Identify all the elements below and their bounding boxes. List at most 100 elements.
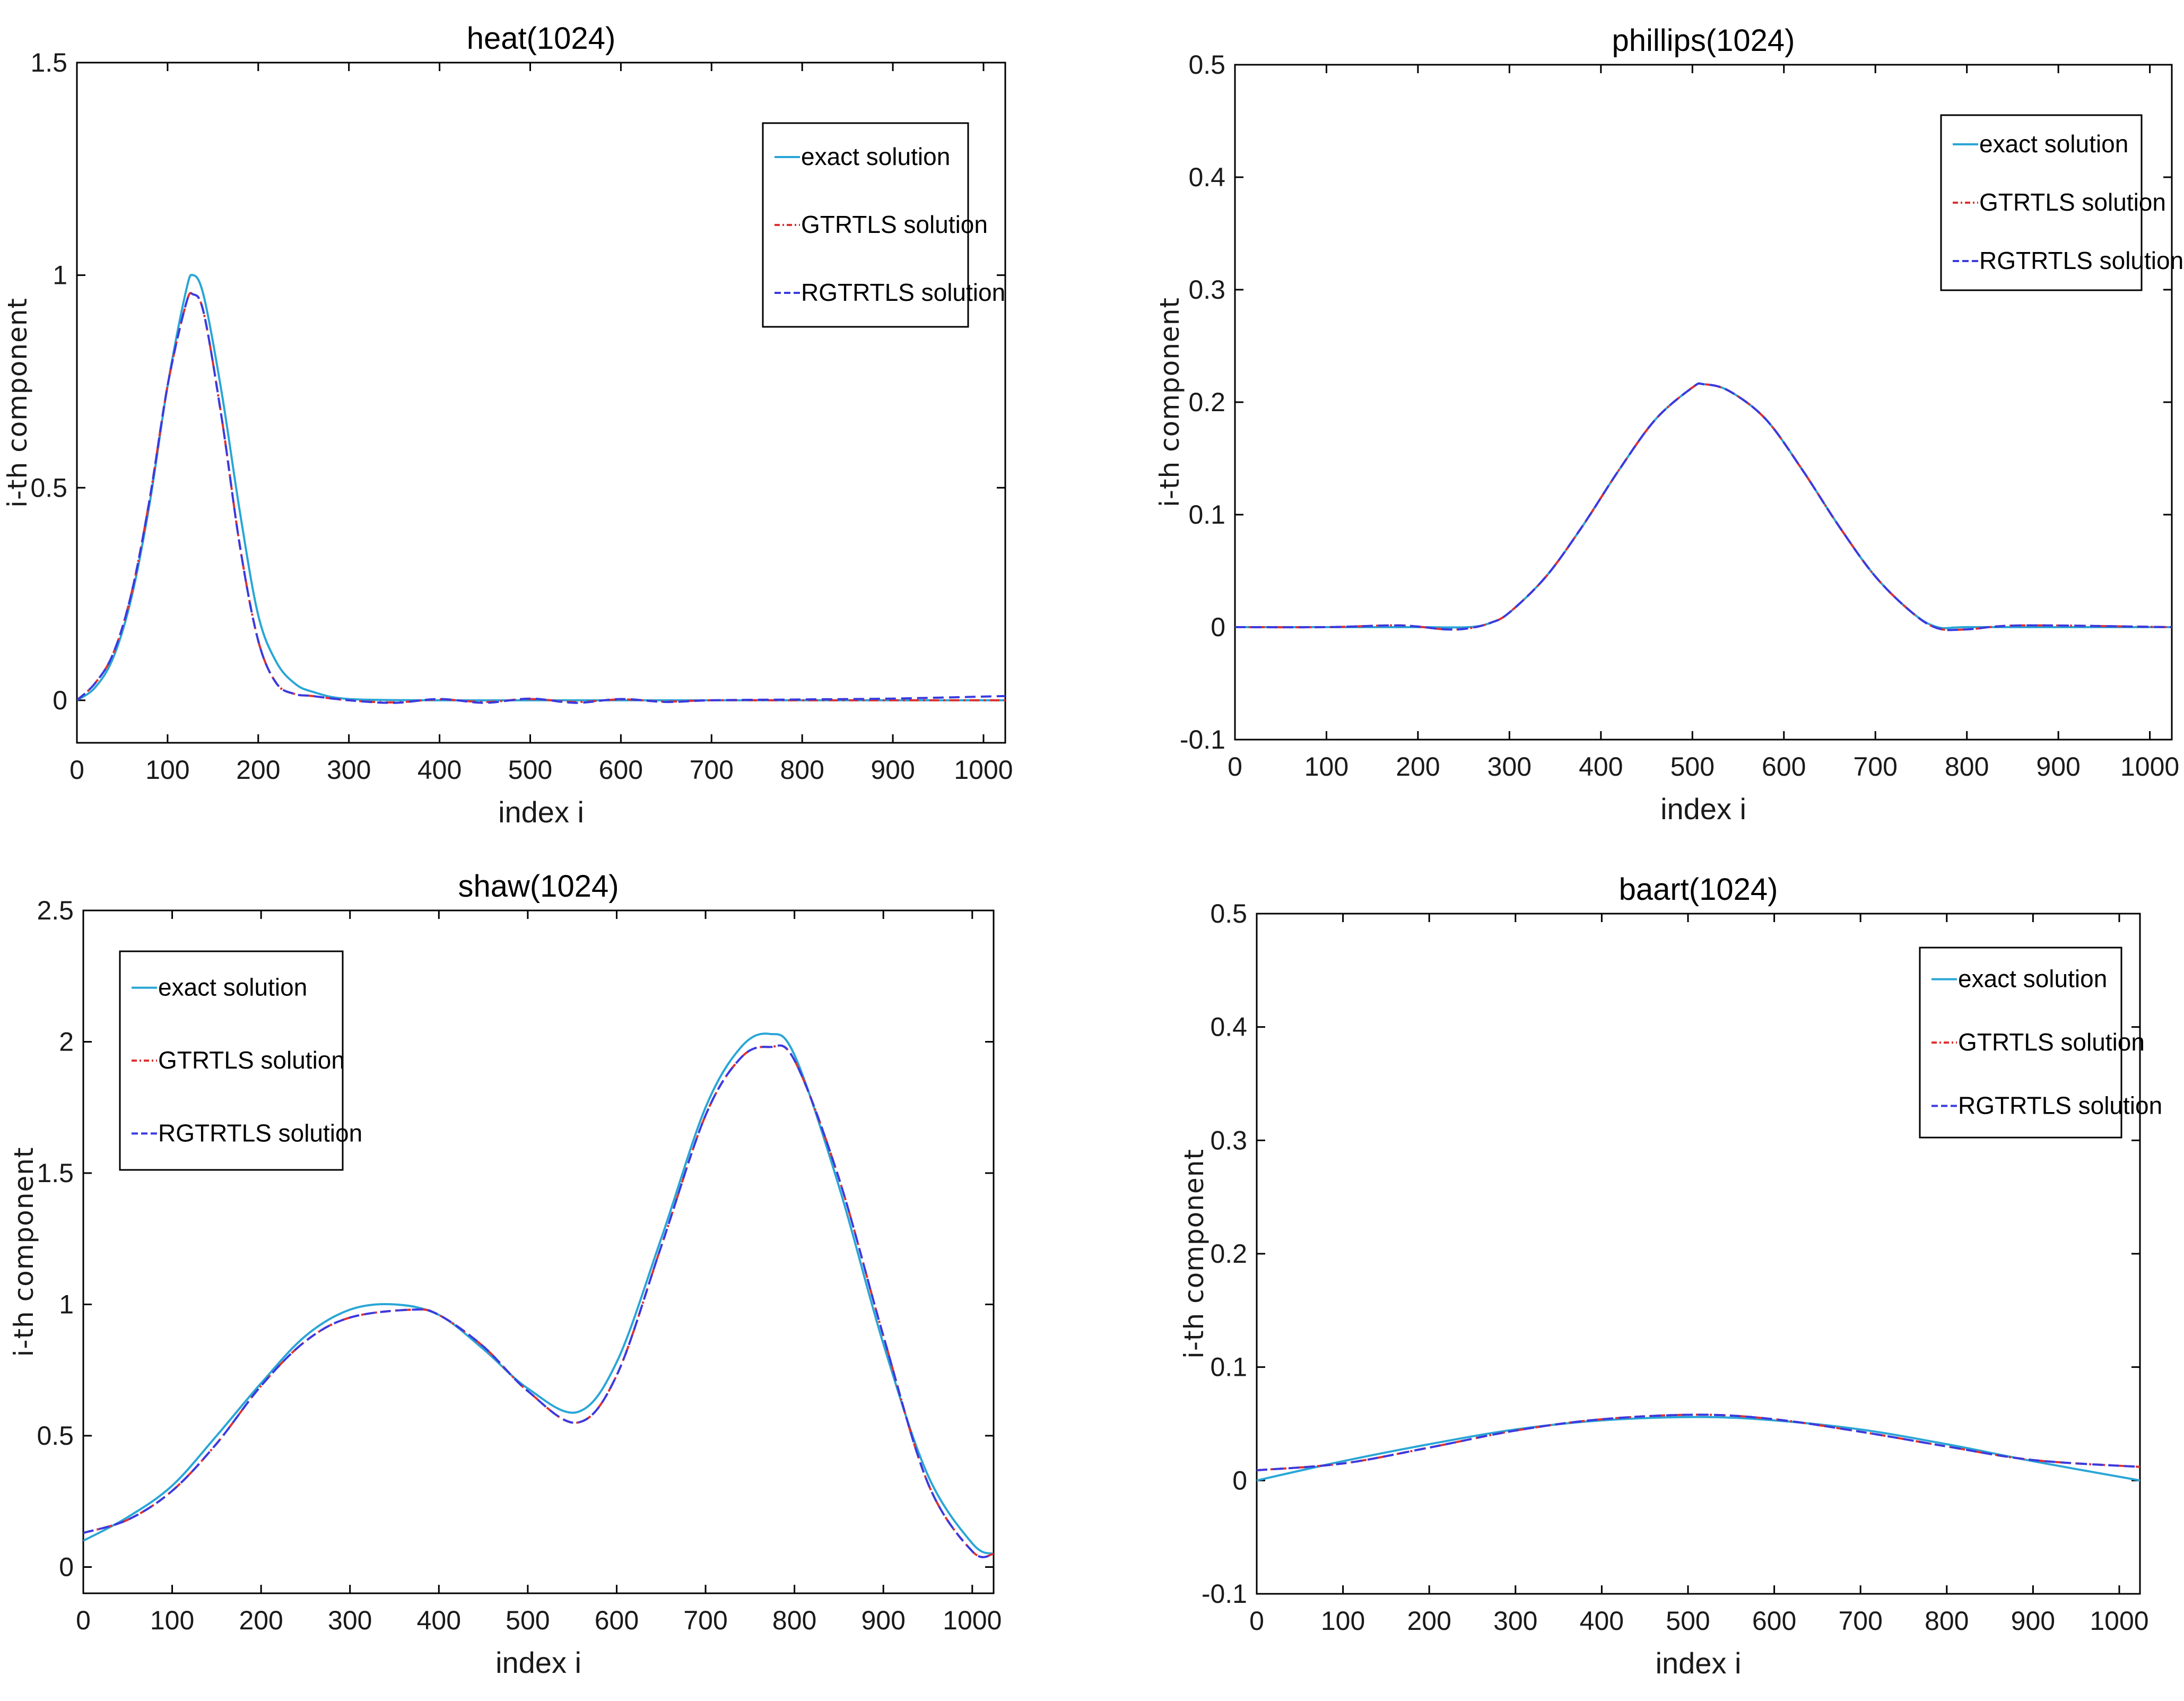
legend: exact solution GTRTLS solution RGTRTLS sol… [762, 122, 1005, 328]
legend: exact solution GTRTLS solution RGTRTLS sol… [1940, 114, 2183, 291]
y-tick-label: -0.1 [1202, 1579, 1247, 1609]
legend-label: exact solution [1958, 965, 2107, 993]
x-tick-label: 800 [780, 755, 824, 785]
x-tick-label: 700 [690, 755, 734, 785]
x-tick-label: 400 [1579, 752, 1623, 782]
x-tick-label: 900 [2036, 752, 2080, 782]
y-tick-label: 0.3 [1188, 275, 1225, 305]
plot-area-frame [76, 62, 1006, 744]
legend-label: RGTRTLS solution [801, 279, 1005, 306]
legend-label: GTRTLS solution [1958, 1028, 2145, 1056]
y-tick-label: 2 [59, 1027, 74, 1057]
x-axis-label: index i [1656, 1646, 1742, 1680]
y-tick-label: 0.1 [1210, 1352, 1247, 1382]
y-tick-label: 0.5 [30, 473, 67, 502]
y-tick-label: 0.4 [1210, 1012, 1247, 1042]
series-line-rgtrtls-solution [83, 1044, 994, 1558]
x-tick-label: 600 [595, 1605, 639, 1635]
series-line-rgtrtls-solution [1257, 1413, 2140, 1472]
y-tick-label: 2.5 [37, 896, 74, 925]
legend: exact solution GTRTLS solution RGTRTLS sol… [119, 950, 362, 1171]
chart-title: heat(1024) [467, 21, 616, 56]
x-tick-label: 200 [1396, 752, 1440, 782]
y-tick-label: 1.5 [37, 1158, 74, 1188]
x-tick-label: 900 [2011, 1606, 2055, 1636]
legend-label: RGTRTLS solution [1958, 1091, 2162, 1119]
x-tick-label: 200 [1407, 1606, 1451, 1636]
legend-label: exact solution [158, 974, 307, 1001]
x-tick-label: 300 [1487, 752, 1532, 782]
y-axis-label: i-th component [2, 298, 33, 508]
x-tick-label: 100 [145, 755, 189, 785]
y-tick-label: 0.2 [1188, 387, 1225, 417]
y-tick-label: 0.5 [1210, 899, 1247, 928]
panel-baart: 0 100 200 300 400 500 600 700 800 900 1000-0.100.1… [1179, 872, 2162, 1680]
y-tick-label: 0.5 [37, 1421, 74, 1451]
panel-phillips: 0 100 200 300 400 500 600 700 800 900 1000-0.100.1… [1154, 23, 2183, 826]
x-tick-label: 700 [1838, 1606, 1882, 1636]
y-axis-label: i-th component [1154, 297, 1185, 507]
x-tick-label: 100 [1304, 752, 1348, 782]
legend: exact solution GTRTLS solution RGTRTLS sol… [1919, 947, 2162, 1139]
y-tick-label: 1.5 [30, 48, 67, 77]
series-line-exact-solution [1257, 1416, 2140, 1482]
y-tick-label: 0 [53, 685, 67, 715]
x-tick-label: 400 [1580, 1606, 1624, 1636]
legend-label: RGTRTLS solution [158, 1119, 362, 1147]
x-tick-label: 400 [417, 1605, 461, 1635]
y-axis-label: i-th component [8, 1147, 39, 1357]
x-axis-label: index i [1660, 792, 1746, 826]
y-tick-label: 1 [59, 1290, 74, 1320]
x-tick-label: 1000 [943, 1605, 1002, 1635]
plot-area-frame [82, 909, 995, 1594]
x-tick-label: 0 [69, 755, 84, 785]
panel-shaw: 0 100 200 300 400 500 600 700 800 900 1000 0 0.5 1 1.5… [8, 869, 1002, 1679]
x-tick-label: 300 [1493, 1606, 1537, 1636]
x-tick-label: 500 [1666, 1606, 1710, 1636]
y-tick-label: 0 [59, 1552, 74, 1582]
chart-title: baart(1024) [1619, 872, 1778, 907]
y-tick-label: 0.1 [1188, 500, 1225, 530]
x-tick-label: 900 [861, 1605, 905, 1635]
chart-title: phillips(1024) [1612, 23, 1795, 58]
x-tick-label: 0 [1228, 752, 1242, 782]
x-tick-label: 0 [76, 1605, 91, 1635]
y-tick-label: 0 [1211, 612, 1225, 642]
legend-label: GTRTLS solution [801, 211, 988, 238]
x-tick-label: 600 [599, 755, 643, 785]
legend-label: RGTRTLS solution [1979, 247, 2183, 274]
legend-label: exact solution [801, 143, 950, 170]
x-tick-label: 500 [1670, 752, 1715, 782]
x-tick-label: 0 [1249, 1606, 1264, 1636]
series-line-exact-solution [1235, 382, 2172, 630]
x-tick-label: 600 [1762, 752, 1806, 782]
x-tick-label: 200 [236, 755, 280, 785]
x-tick-label: 600 [1752, 1606, 1796, 1636]
x-tick-label: 800 [1945, 752, 1989, 782]
y-tick-label: 0.5 [1188, 50, 1225, 80]
x-axis-label: index i [498, 795, 584, 829]
x-tick-label: 200 [239, 1605, 283, 1635]
x-tick-label: 300 [328, 1605, 372, 1635]
series-line-gtrtls-solution [1235, 382, 2172, 631]
legend-label: GTRTLS solution [1979, 188, 2166, 216]
x-tick-label: 400 [417, 755, 462, 785]
x-tick-label: 800 [772, 1605, 816, 1635]
x-tick-label: 300 [327, 755, 371, 785]
x-tick-label: 100 [1321, 1606, 1365, 1636]
y-tick-label: 1 [53, 261, 67, 290]
panel-heat: 0 100 200 300 400 500 600 700 800 900 1000 0 0.5 1 1.5… [2, 21, 1013, 829]
series-line-gtrtls-solution [1257, 1413, 2140, 1472]
x-tick-label: 1000 [954, 755, 1013, 785]
y-tick-label: 0 [1232, 1465, 1247, 1495]
x-tick-label: 900 [871, 755, 915, 785]
legend-label: exact solution [1979, 130, 2128, 158]
y-tick-label: 0.2 [1210, 1239, 1247, 1269]
series-line-rgtrtls-solution [77, 292, 1005, 704]
x-tick-label: 500 [508, 755, 552, 785]
x-tick-label: 100 [150, 1605, 194, 1635]
x-tick-label: 500 [506, 1605, 550, 1635]
legend-label: GTRTLS solution [158, 1046, 345, 1074]
x-tick-label: 800 [1925, 1606, 1969, 1636]
